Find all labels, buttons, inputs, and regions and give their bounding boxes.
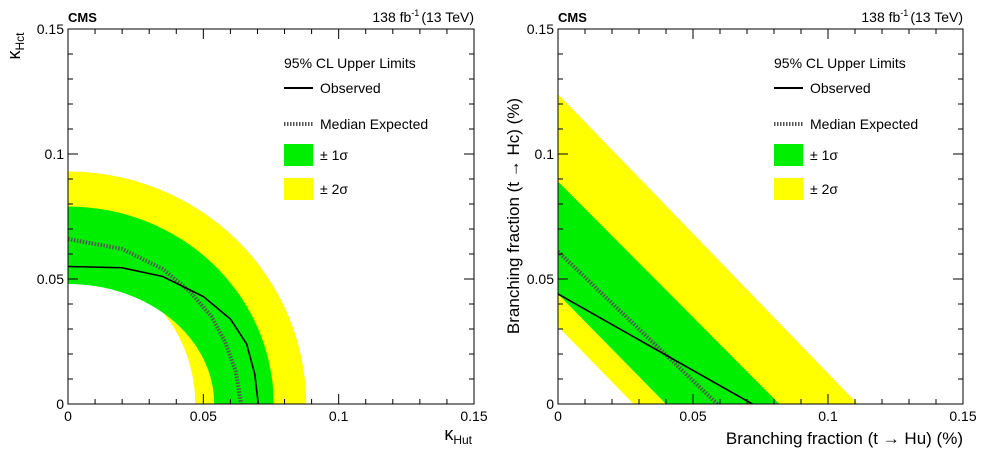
panel-branching-fraction-limits: 0 0.05 0.1 0.15 0 0.05 0.1 0.15 CMS 138 fb-1 (13… <box>504 8 977 448</box>
x-tick-label: 0.1 <box>329 408 349 424</box>
legend-one-sigma-label: ± 1σ <box>320 147 348 163</box>
legend-observed-label: Observed <box>810 80 871 96</box>
cms-label: CMS <box>68 10 97 25</box>
x-tick-label: 0.15 <box>949 408 976 424</box>
plot-frame <box>557 28 964 405</box>
legend-two-sigma-swatch <box>774 178 803 200</box>
observed-limit-curve <box>558 293 753 404</box>
one-sigma-band <box>68 206 274 404</box>
panel-kappa-limits: 0 0.05 0.1 0.15 0 0.05 0.1 0.15 CMS 138 fb-1 (13… <box>4 8 488 447</box>
legend-two-sigma-label: ± 2σ <box>810 181 838 197</box>
y-tick-label: 0.05 <box>37 271 64 287</box>
legend-title: 95% CL Upper Limits <box>774 55 906 71</box>
y-tick-label: 0.05 <box>527 271 554 287</box>
one-sigma-band <box>558 181 780 404</box>
legend-expected-label: Median Expected <box>810 116 918 132</box>
y-tick-label: 0.1 <box>535 146 555 162</box>
lumi-label: 138 fb-1 (13 TeV) <box>372 8 474 25</box>
legend: 95% CL Upper Limits Observed Median Expe… <box>284 55 428 200</box>
x-tick-label: 0.05 <box>679 408 706 424</box>
legend-expected-label: Median Expected <box>320 116 428 132</box>
legend-observed-label: Observed <box>320 80 381 96</box>
legend-title: 95% CL Upper Limits <box>284 55 416 71</box>
legend-two-sigma-label: ± 2σ <box>320 181 348 197</box>
cms-label: CMS <box>558 10 587 25</box>
observed-limit-curve <box>68 265 260 404</box>
lumi-label: 138 fb-1 (13 TeV) <box>861 8 963 25</box>
x-tick-label: 0.05 <box>190 408 217 424</box>
x-tick-label: 0.1 <box>818 408 838 424</box>
x-axis-label: κHut <box>444 424 472 447</box>
y-axis-label: κHct <box>4 32 27 60</box>
legend-two-sigma-swatch <box>284 178 313 200</box>
plot-frame <box>67 28 475 405</box>
x-tick-label: 0 <box>554 408 562 424</box>
legend: 95% CL Upper Limits Observed Median Expe… <box>774 55 918 200</box>
legend-one-sigma-swatch <box>774 144 803 166</box>
y-tick-label: 0.1 <box>45 146 65 162</box>
y-tick-label: 0 <box>56 396 64 412</box>
x-tick-label: 0 <box>64 408 72 424</box>
expected-limit-curve <box>558 250 719 404</box>
x-axis-label: Branching fraction (t → Hu) (%) <box>726 429 963 448</box>
legend-one-sigma-swatch <box>284 144 313 166</box>
x-tick-label: 0.15 <box>460 408 487 424</box>
y-axis-label: Branching fraction (t → Hc) (%) <box>504 98 523 334</box>
legend-one-sigma-label: ± 1σ <box>810 147 838 163</box>
y-tick-label: 0.15 <box>527 21 554 37</box>
y-tick-label: 0 <box>546 396 554 412</box>
y-tick-label: 0.15 <box>37 21 64 37</box>
